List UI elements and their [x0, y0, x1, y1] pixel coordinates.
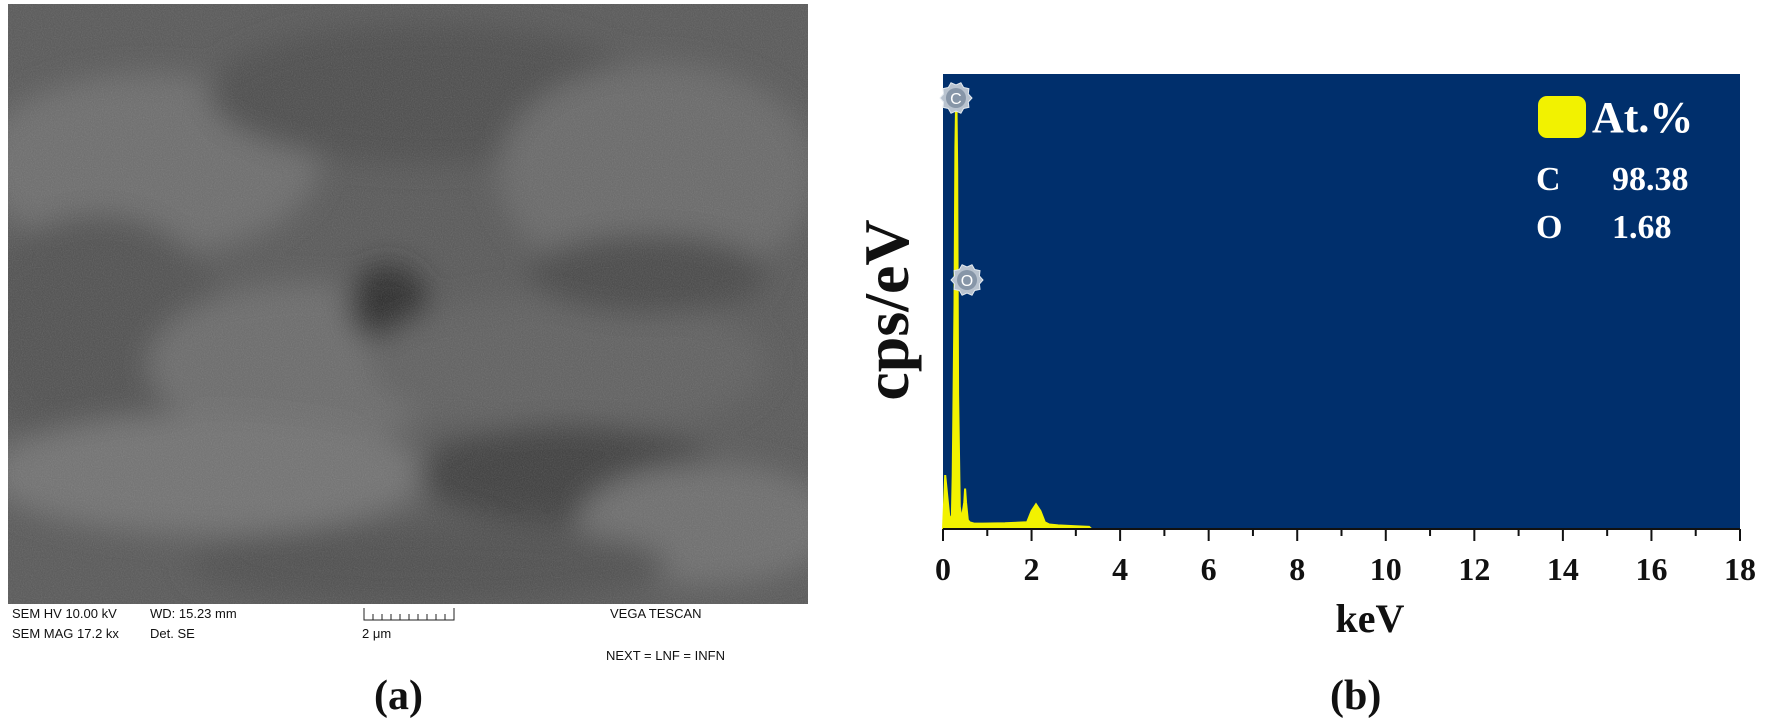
peak-label-c: C	[950, 91, 962, 108]
panel-a-label: (a)	[374, 673, 423, 719]
spectrum-line-0	[942, 88, 1093, 530]
sem-scale-bar	[363, 608, 455, 621]
sem-instrument-label: VEGA TESCAN	[610, 606, 702, 621]
x-tick-label-8: 8	[1289, 551, 1305, 587]
spectrum-fill-0	[943, 89, 1092, 529]
peak-marker-c: C	[939, 82, 973, 114]
x-tick-label-0: 0	[935, 551, 951, 587]
sem-surface-texture	[8, 4, 808, 604]
x-tick-label-4: 4	[1112, 551, 1128, 587]
sem-mag-readout: SEM MAG 17.2 kx	[12, 626, 119, 641]
sem-micrograph	[8, 4, 808, 604]
legend-swatch	[1538, 96, 1586, 138]
x-tick-label-16: 16	[1635, 551, 1667, 587]
x-tick-label-10: 10	[1370, 551, 1402, 587]
x-tick-label-12: 12	[1458, 551, 1490, 587]
legend: At.% C 98.38 O 1.68	[1536, 93, 1693, 246]
sem-wd-readout: WD: 15.23 mm	[150, 606, 237, 621]
legend-value-c: 98.38	[1612, 161, 1689, 198]
x-axis-label: keV	[1336, 596, 1405, 641]
sem-scale-bar-label: 2 μm	[362, 626, 392, 641]
x-tick-label-14: 14	[1547, 551, 1579, 587]
legend-value-o: 1.68	[1612, 209, 1672, 246]
panel-b-label: (b)	[1330, 673, 1382, 719]
sem-detector-readout: Det. SE	[150, 626, 195, 641]
legend-element-c: C	[1536, 161, 1561, 198]
sem-hv-readout: SEM HV 10.00 kV	[12, 606, 117, 621]
peak-label-o: O	[961, 273, 973, 290]
sem-footer-label: NEXT = LNF = INFN	[606, 648, 725, 663]
x-tick-label-2: 2	[1024, 551, 1040, 587]
x-tick-label-6: 6	[1201, 551, 1217, 587]
y-axis-label: cps/eV	[851, 219, 922, 400]
legend-element-o: O	[1536, 209, 1562, 246]
peak-marker-o: O	[950, 264, 984, 296]
x-tick-label-18: 18	[1724, 551, 1756, 587]
plot-area	[943, 74, 1740, 529]
legend-title: At.%	[1592, 93, 1693, 142]
